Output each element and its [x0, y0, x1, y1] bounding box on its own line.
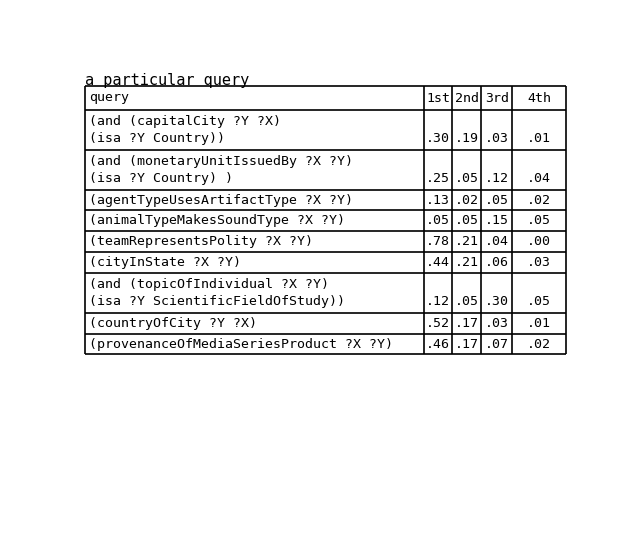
Text: .19: .19 [455, 132, 479, 145]
Text: .05: .05 [426, 214, 450, 227]
Text: a particular query: a particular query [85, 73, 250, 88]
Text: (isa ?Y ScientificFieldOfStudy)): (isa ?Y ScientificFieldOfStudy)) [90, 295, 346, 308]
Text: .30: .30 [426, 132, 450, 145]
Text: (countryOfCity ?Y ?X): (countryOfCity ?Y ?X) [90, 317, 257, 330]
Text: 1st: 1st [426, 91, 450, 105]
Text: .02: .02 [527, 194, 551, 207]
Text: .21: .21 [455, 256, 479, 269]
Text: .15: .15 [485, 214, 509, 227]
Text: .05: .05 [527, 214, 551, 227]
Text: .12: .12 [426, 295, 450, 308]
Text: 4th: 4th [527, 91, 551, 105]
Text: (isa ?Y Country) ): (isa ?Y Country) ) [90, 172, 234, 185]
Text: (animalTypeMakesSoundType ?X ?Y): (animalTypeMakesSoundType ?X ?Y) [90, 214, 346, 227]
Text: (teamRepresentsPolity ?X ?Y): (teamRepresentsPolity ?X ?Y) [90, 235, 314, 248]
Text: 2nd: 2nd [455, 91, 479, 105]
Text: (isa ?Y Country)): (isa ?Y Country)) [90, 132, 225, 145]
Text: .03: .03 [485, 132, 509, 145]
Text: .00: .00 [527, 235, 551, 248]
Text: .12: .12 [485, 172, 509, 185]
Text: .46: .46 [426, 338, 450, 351]
Text: (and (topicOfIndividual ?X ?Y): (and (topicOfIndividual ?X ?Y) [90, 278, 330, 291]
Text: (provenanceOfMediaSeriesProduct ?X ?Y): (provenanceOfMediaSeriesProduct ?X ?Y) [90, 338, 394, 351]
Text: .04: .04 [485, 235, 509, 248]
Text: .17: .17 [455, 338, 479, 351]
Text: .04: .04 [527, 172, 551, 185]
Text: .25: .25 [426, 172, 450, 185]
Text: .44: .44 [426, 256, 450, 269]
Text: .05: .05 [455, 295, 479, 308]
Text: .03: .03 [527, 256, 551, 269]
Text: .03: .03 [485, 317, 509, 330]
Text: .05: .05 [485, 194, 509, 207]
Text: .30: .30 [485, 295, 509, 308]
Text: .06: .06 [485, 256, 509, 269]
Text: (cityInState ?X ?Y): (cityInState ?X ?Y) [90, 256, 241, 269]
Text: 3rd: 3rd [485, 91, 509, 105]
Text: (and (monetaryUnitIssuedBy ?X ?Y): (and (monetaryUnitIssuedBy ?X ?Y) [90, 155, 353, 168]
Text: .05: .05 [455, 214, 479, 227]
Text: .78: .78 [426, 235, 450, 248]
Text: .02: .02 [527, 338, 551, 351]
Text: .02: .02 [455, 194, 479, 207]
Text: (and (capitalCity ?Y ?X): (and (capitalCity ?Y ?X) [90, 115, 282, 128]
Text: .01: .01 [527, 317, 551, 330]
Text: .05: .05 [455, 172, 479, 185]
Text: .52: .52 [426, 317, 450, 330]
Text: (agentTypeUsesArtifactType ?X ?Y): (agentTypeUsesArtifactType ?X ?Y) [90, 194, 353, 207]
Text: query: query [90, 91, 129, 105]
Text: .01: .01 [527, 132, 551, 145]
Text: .07: .07 [485, 338, 509, 351]
Text: .13: .13 [426, 194, 450, 207]
Text: .05: .05 [527, 295, 551, 308]
Text: .21: .21 [455, 235, 479, 248]
Text: .17: .17 [455, 317, 479, 330]
